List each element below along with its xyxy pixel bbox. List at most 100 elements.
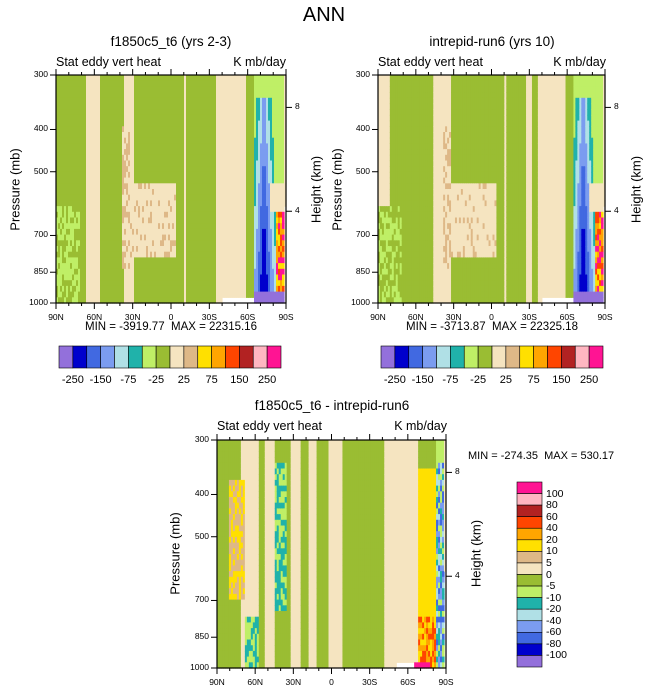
contour-cell — [154, 234, 157, 241]
contour-cell — [74, 291, 77, 298]
contour-cell — [266, 160, 269, 167]
contour-cell — [120, 109, 123, 116]
contour-cell — [118, 103, 121, 110]
contour-cell — [180, 177, 183, 184]
contour-cell — [104, 297, 107, 304]
contour-cell — [80, 263, 83, 270]
contour-cell — [90, 177, 93, 184]
contour-cell — [391, 189, 395, 196]
contour-cell — [248, 291, 251, 298]
contour-cell — [90, 217, 93, 224]
panel-title: f1850c5_t6 (yrs 2-3) — [110, 34, 232, 49]
contour-cell — [385, 120, 389, 127]
contour-cell — [226, 97, 229, 105]
contour-cell — [198, 206, 201, 213]
contour-cell — [198, 154, 201, 162]
contour-cell — [188, 177, 191, 184]
contour-cell — [158, 154, 161, 162]
contour-cell — [152, 246, 155, 253]
contour-cell — [170, 263, 173, 270]
contour-cell — [248, 120, 251, 127]
contour-cell — [276, 109, 279, 116]
contour-cell — [222, 92, 225, 99]
contour-cell — [146, 211, 149, 219]
contour-cell — [226, 246, 229, 253]
contour-cell — [140, 120, 143, 127]
contour-cell — [80, 211, 83, 219]
contour-cell — [130, 217, 133, 224]
contour-cell — [284, 166, 287, 173]
contour-cell — [206, 171, 209, 179]
contour-cell — [156, 126, 159, 133]
contour-cell — [58, 263, 61, 270]
contour-cell — [90, 92, 93, 99]
contour-cell — [198, 189, 201, 196]
contour-cell — [86, 263, 89, 270]
contour-cell — [378, 126, 381, 133]
contour-cell — [186, 211, 189, 219]
contour-cell — [64, 251, 67, 258]
contour-cell — [236, 149, 239, 156]
contour-cell — [204, 217, 207, 224]
contour-cell — [198, 200, 201, 207]
contour-cell — [64, 194, 67, 201]
contour-cell — [274, 80, 277, 87]
contour-cell — [381, 246, 385, 253]
contour-cell — [128, 291, 131, 298]
contour-cell — [164, 285, 167, 293]
contour-cell — [184, 132, 187, 139]
contour-cell — [128, 80, 131, 87]
contour-cell — [230, 257, 233, 264]
contour-cell — [104, 166, 107, 173]
contour-cell — [74, 280, 77, 287]
contour-cell — [184, 291, 187, 298]
contour-cell — [393, 149, 397, 156]
contour-cell — [274, 189, 277, 196]
contour-cell — [158, 234, 161, 241]
contour-cell — [238, 109, 241, 116]
contour-cell — [150, 114, 153, 122]
contour-cell — [122, 137, 125, 144]
contour-cell — [206, 257, 209, 264]
contour-cell — [62, 263, 65, 270]
contour-cell — [284, 194, 287, 201]
contour-cell — [98, 280, 101, 287]
contour-cell — [130, 160, 133, 167]
contour-cell — [256, 246, 259, 253]
contour-cell — [86, 103, 89, 110]
contour-cell — [228, 268, 231, 276]
contour-cell — [186, 126, 189, 133]
contour-cell — [240, 177, 243, 184]
contour-cell — [68, 274, 71, 281]
contour-cell — [220, 200, 223, 207]
contour-cell — [200, 217, 203, 224]
contour-cell — [102, 137, 105, 144]
contour-cell — [198, 160, 201, 167]
contour-cell — [160, 109, 163, 116]
contour-cell — [238, 143, 241, 150]
contour-cell — [282, 228, 285, 236]
contour-cell — [136, 223, 139, 230]
contour-cell — [108, 280, 111, 287]
contour-cell — [244, 109, 247, 116]
contour-cell — [178, 120, 181, 127]
contour-cell — [208, 103, 211, 110]
contour-cell — [60, 217, 63, 224]
contour-cell — [62, 149, 65, 156]
contour-cell — [256, 234, 259, 241]
contour-cell — [184, 166, 187, 173]
contour-cell — [124, 285, 127, 293]
contour-cell — [238, 97, 241, 105]
contour-cell — [84, 160, 87, 167]
contour-cell — [108, 257, 111, 264]
contour-cell — [190, 240, 193, 247]
contour-cell — [156, 177, 159, 184]
contour-cell — [385, 166, 389, 173]
contour-cell — [244, 223, 247, 230]
contour-cell — [166, 234, 169, 241]
contour-cell — [136, 109, 139, 116]
contour-cell — [226, 126, 229, 133]
contour-cell — [104, 126, 107, 133]
contour-cell — [130, 86, 133, 93]
contour-cell — [270, 234, 273, 241]
